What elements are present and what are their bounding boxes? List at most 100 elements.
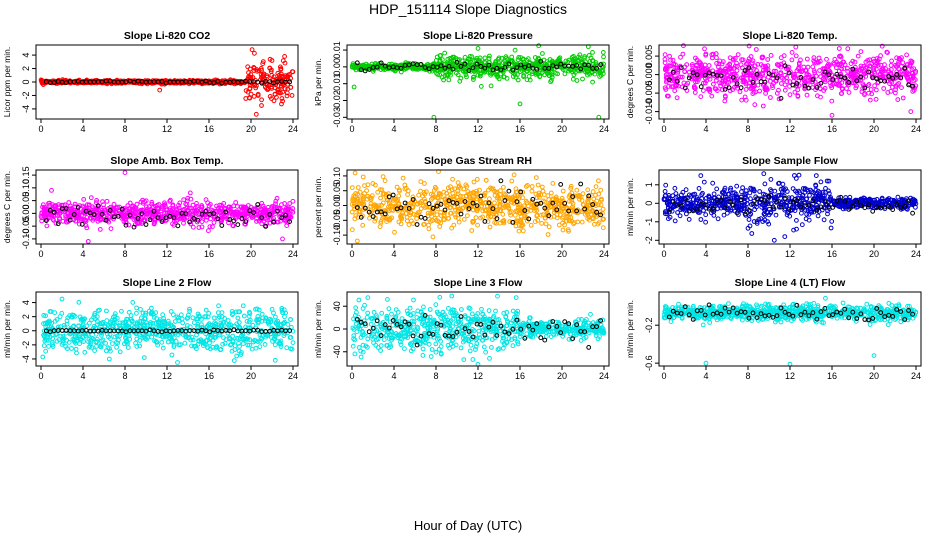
data-point-black — [267, 79, 273, 84]
data-point — [600, 225, 606, 231]
x-tick-label: 16 — [204, 249, 214, 259]
data-point — [539, 221, 545, 226]
data-point — [711, 81, 716, 87]
y-tick-label: 0.00 — [332, 58, 342, 76]
data-point — [846, 90, 852, 95]
data-point-black — [366, 66, 372, 72]
data-point — [426, 222, 431, 228]
data-point — [662, 189, 668, 194]
data-point — [593, 60, 599, 65]
data-point-black — [390, 192, 396, 198]
x-tick-label: 20 — [557, 124, 567, 134]
data-point — [545, 193, 551, 199]
data-point — [275, 70, 281, 76]
y-tick-label: -4 — [21, 105, 31, 113]
data-point — [900, 95, 906, 101]
data-point — [549, 72, 555, 78]
data-point — [515, 57, 521, 63]
x-tick-label: 24 — [288, 249, 298, 259]
data-point — [668, 57, 673, 63]
data-point — [571, 72, 577, 78]
outlier-point — [49, 188, 54, 193]
data-point — [740, 185, 745, 191]
x-tick-label: 4 — [80, 249, 85, 259]
data-point — [824, 56, 829, 62]
data-point — [571, 54, 576, 59]
data-point — [290, 69, 295, 74]
y-axis-label: Licor ppm per min. — [2, 47, 12, 117]
data-point — [543, 221, 549, 227]
data-point-black — [538, 59, 544, 64]
data-point-black — [598, 62, 603, 68]
data-point — [739, 97, 745, 103]
data-point — [462, 54, 468, 60]
data-point — [289, 93, 295, 98]
x-tick-label: 0 — [349, 249, 354, 259]
data-point — [662, 52, 668, 58]
data-point — [460, 68, 466, 74]
data-point — [715, 216, 721, 222]
data-point — [247, 86, 253, 92]
data-point-black — [462, 61, 468, 67]
data-point — [672, 185, 678, 191]
data-point — [287, 201, 293, 206]
data-point — [537, 74, 543, 80]
data-point — [760, 103, 766, 109]
data-point — [768, 95, 773, 100]
x-tick-label: 16 — [827, 124, 837, 134]
data-point — [271, 74, 277, 80]
data-point — [799, 222, 805, 228]
data-point — [280, 89, 286, 95]
data-point — [434, 68, 440, 73]
data-point — [550, 61, 555, 66]
data-point — [464, 74, 469, 80]
y-tick-label: -2 — [21, 91, 31, 99]
data-point-black — [482, 65, 488, 71]
data-point — [701, 88, 706, 93]
data-point — [867, 97, 873, 103]
data-point — [821, 217, 827, 223]
y-tick-label: 2 — [21, 66, 31, 71]
y-axis-label: kPa per min. — [313, 58, 323, 106]
data-point — [703, 212, 709, 218]
x-tick-label: 24 — [911, 124, 921, 134]
data-point — [461, 217, 467, 222]
data-point-black — [494, 65, 500, 71]
data-point — [512, 47, 518, 53]
data-point — [537, 67, 543, 73]
data-point — [701, 179, 707, 185]
data-point-black — [418, 214, 424, 220]
data-point — [590, 50, 595, 55]
data-point — [703, 219, 708, 225]
data-point — [801, 64, 807, 70]
data-point — [706, 63, 712, 68]
data-point — [496, 76, 502, 82]
data-point — [259, 221, 265, 227]
data-point-black — [259, 80, 265, 86]
data-point — [540, 51, 545, 56]
outlier-point — [352, 170, 358, 176]
data-point-black — [558, 61, 564, 67]
data-point — [349, 185, 355, 191]
data-point — [491, 65, 497, 70]
data-point-black — [362, 68, 368, 74]
outlier-point — [122, 170, 128, 176]
data-point — [532, 70, 538, 76]
data-point — [469, 228, 475, 233]
data-point — [493, 60, 499, 66]
data-point — [482, 60, 488, 65]
data-point-black — [235, 222, 241, 228]
y-tick-label: 0.15 — [21, 166, 31, 184]
data-point — [566, 57, 572, 63]
data-point — [560, 227, 566, 233]
data-point-black — [422, 216, 428, 221]
data-point — [773, 212, 779, 218]
data-point-black — [143, 222, 149, 227]
data-point — [550, 181, 556, 186]
y-tick-label: -0.02 — [332, 90, 342, 111]
data-point — [279, 96, 285, 101]
data-point — [282, 60, 288, 66]
x-tick-label: 8 — [122, 124, 127, 134]
data-point — [473, 215, 479, 221]
